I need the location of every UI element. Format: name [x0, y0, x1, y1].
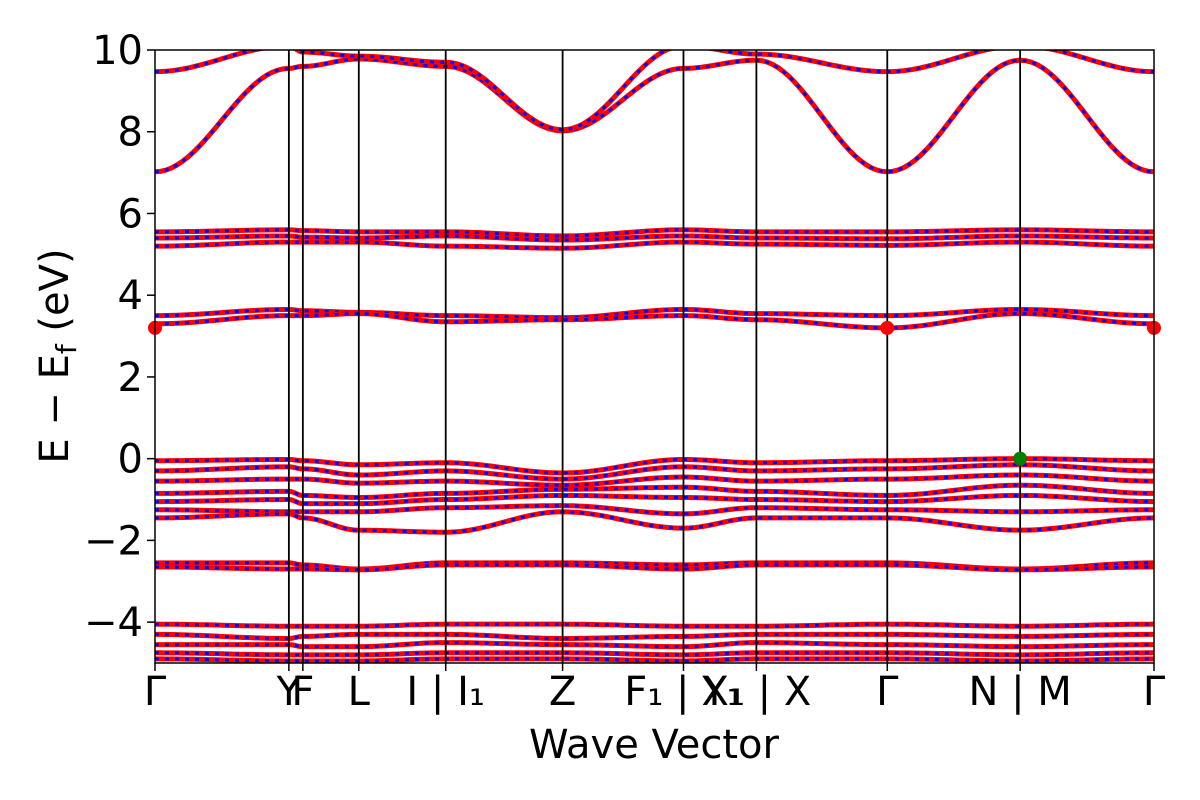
y-axis-label-main: E − E [32, 354, 78, 464]
y-ticks: −4 −2 0 2 4 6 8 10 [84, 28, 155, 646]
x-tick-label-0: Γ [144, 669, 167, 715]
cbm-marker-1 [880, 320, 895, 335]
band-18-spin-down [155, 641, 1154, 649]
band-20-spin-up [155, 656, 1154, 663]
y-tick-label-7: 10 [92, 28, 143, 74]
band-4-spin-down [155, 240, 1154, 250]
y-axis-label-sub: f [50, 343, 83, 354]
y-tick-label-6: 8 [118, 110, 143, 156]
band-0-spin-up [155, 56, 1154, 175]
y-tick-label-2: 0 [118, 437, 143, 483]
x-tick-label-6: F₁ | Y₁ [624, 669, 742, 715]
band-16-spin-up [155, 621, 1154, 629]
band-12-spin-down [155, 504, 1154, 516]
y-tick-label-4: 4 [118, 273, 143, 319]
x-tick-label-8: Γ [876, 669, 899, 715]
x-tick-label-9: N | M [968, 669, 1071, 715]
plot-frame [154, 49, 1155, 664]
y-tick-label-5: 6 [118, 191, 143, 237]
band-0-spin-down [155, 57, 1154, 174]
x-tick-label-1: Y [276, 669, 302, 715]
band-19-spin-up [155, 650, 1154, 658]
bands-layer [155, 50, 1154, 663]
band-10-spin-down [155, 483, 1154, 499]
y-axis-label: E − Ef (eV) [32, 248, 83, 463]
band-16-spin-down [155, 622, 1154, 628]
vbm-marker-0 [1013, 451, 1028, 466]
x-tick-label-2: F [291, 669, 314, 715]
band-14-spin-down [155, 561, 1154, 571]
band-3-spin-up [155, 233, 1154, 243]
band-20-spin-down [155, 657, 1154, 663]
band-9-spin-down [155, 473, 1154, 487]
x-tick-label-5: Z [549, 669, 576, 715]
x-tick-label-7: X₁ | X [702, 669, 812, 715]
band-3-spin-down [155, 234, 1154, 242]
x-tick-label-10: Γ [1143, 669, 1166, 715]
band-8-spin-down [155, 463, 1154, 481]
band-4-spin-up [155, 239, 1154, 251]
extrema-markers [148, 320, 1161, 466]
x-axis-label: Wave Vector [529, 722, 780, 768]
band-6-spin-down [155, 312, 1154, 330]
y-axis-label-unit: (eV) [32, 248, 78, 344]
band-19-spin-down [155, 651, 1154, 657]
y-tick-label-1: −2 [84, 518, 143, 564]
y-tick-label-0: −4 [84, 600, 143, 646]
band-11-spin-down [155, 493, 1154, 506]
band-5-spin-down [155, 307, 1154, 320]
band-15-spin-down [155, 563, 1154, 572]
kpoint-lines [287, 50, 1022, 663]
band-7-spin-down [155, 457, 1154, 475]
band-17-spin-down [155, 632, 1154, 640]
x-tick-label-4: I | I₁ [406, 669, 485, 715]
band-2-spin-down [155, 228, 1154, 238]
y-tick-label-3: 2 [118, 355, 143, 401]
band-1-spin-down [155, 50, 1154, 132]
x-tick-label-3: L [348, 669, 371, 715]
